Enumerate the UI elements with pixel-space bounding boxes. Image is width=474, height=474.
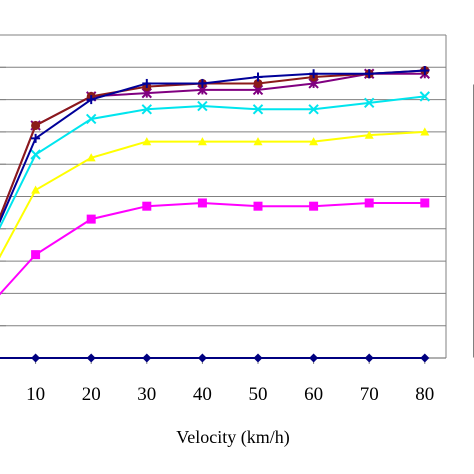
- series-2-point-6: [309, 137, 319, 146]
- series-3-point-8-b: [419, 91, 431, 102]
- series-3: [0, 91, 431, 230]
- series-1-point-3: [142, 201, 152, 211]
- series-3-point-3: [141, 104, 153, 115]
- series-6: [0, 66, 430, 224]
- series-2-point-7: [364, 130, 374, 139]
- series-3-point-6-b: [308, 104, 319, 115]
- series-1-point-1: [31, 250, 41, 260]
- x-tick-label-3: 40: [193, 384, 212, 405]
- series-5-point-5: [253, 78, 263, 88]
- series-6-point-7: [364, 69, 374, 79]
- series-6-point-1: [31, 133, 41, 143]
- x-tick-label-5: 60: [304, 384, 323, 405]
- series-0-point-6: [309, 353, 319, 363]
- series-0-point-4: [197, 353, 207, 363]
- series-1-point-2: [86, 214, 96, 224]
- series-0-point-7: [364, 353, 374, 363]
- gridlines: [0, 34, 446, 327]
- x-tick-label-2: 30: [137, 384, 156, 405]
- x-tick-labels: 10 20 30 40 50 60 70 80: [26, 384, 434, 405]
- x-axis-title: Velocity (km/h): [176, 427, 289, 448]
- series-6-point-8: [420, 66, 430, 76]
- series-2-point-2: [86, 153, 96, 162]
- series-1-point-6: [309, 201, 319, 211]
- series-3-point-2-b: [85, 113, 97, 125]
- series-6-point-6: [309, 69, 319, 79]
- series-3-point-3-b: [141, 104, 153, 115]
- x-tick-label-6: 70: [360, 384, 379, 405]
- series-group: [0, 66, 431, 363]
- series-0: [0, 353, 430, 363]
- series-1-point-8: [420, 198, 430, 208]
- series-6-point-5: [253, 72, 263, 82]
- series-6-point-3: [142, 78, 152, 88]
- series-1-point-7: [364, 198, 374, 208]
- series-3-point-2: [85, 113, 97, 125]
- series-1-line: [0, 201, 425, 296]
- x-tick-label-1: 20: [82, 384, 101, 405]
- series-3-point-6: [308, 104, 319, 115]
- series-2-point-4: [197, 137, 207, 146]
- x-tick-label-7: 80: [415, 384, 434, 405]
- series-0-point-1: [31, 353, 41, 363]
- series-3-point-1: [30, 149, 41, 160]
- series-3-point-5: [252, 104, 264, 115]
- series-0-point-5: [253, 353, 263, 363]
- series-1-point-4: [197, 198, 207, 208]
- series-0-point-2: [86, 353, 96, 363]
- x-tick-label-4: 50: [249, 384, 268, 405]
- series-2-line: [0, 130, 425, 259]
- series-2-point-5: [253, 137, 263, 146]
- series-3-line: [0, 95, 425, 230]
- series-3-point-5-b: [252, 104, 264, 115]
- series-3-point-7: [363, 97, 375, 109]
- series-0-point-3: [142, 353, 152, 363]
- series-2-point-8: [420, 127, 430, 136]
- series-2-point-1: [31, 185, 41, 194]
- series-1: [0, 198, 430, 296]
- x-tick-label-0: 10: [26, 384, 45, 405]
- series-6-point-4: [197, 78, 207, 88]
- series-1-point-5: [253, 201, 263, 211]
- series-3-point-8: [419, 91, 431, 102]
- series-3-point-4-b: [197, 100, 208, 112]
- series-2-point-3: [142, 137, 152, 146]
- series-3-point-1-b: [30, 149, 41, 160]
- series-2: [0, 127, 430, 259]
- series-3-point-7-b: [363, 97, 375, 109]
- series-3-point-4: [197, 100, 208, 112]
- series-5-point-1: [31, 120, 41, 130]
- series-0-point-8: [420, 353, 430, 363]
- series-6-point-2: [86, 95, 96, 105]
